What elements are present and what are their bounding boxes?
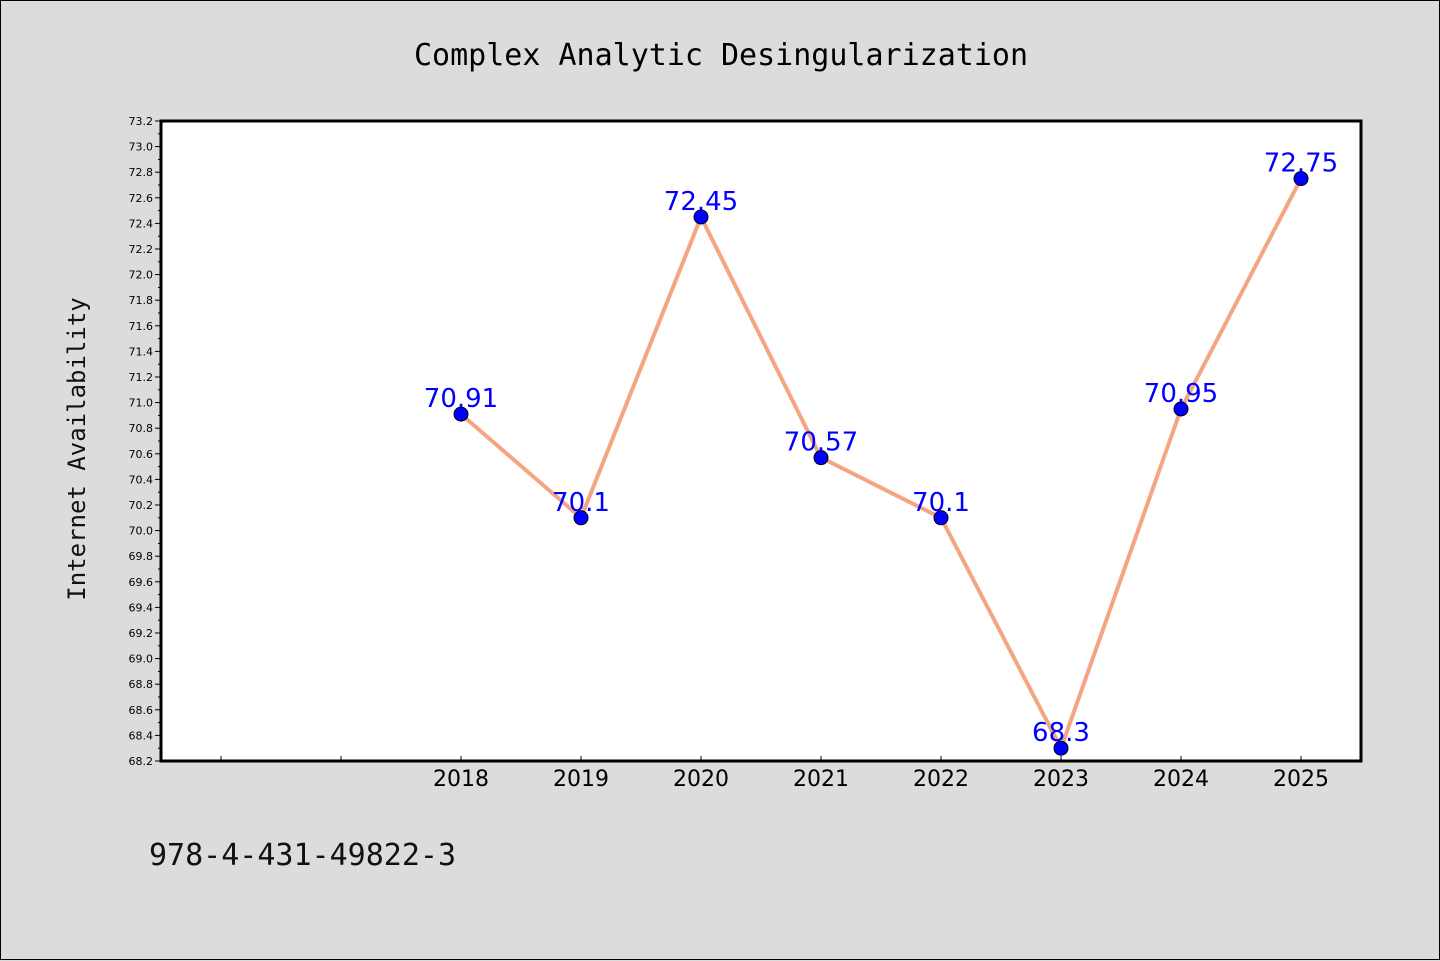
y-tick-label: 69.0 — [129, 653, 154, 666]
footer-isbn: 978-4-431-49822-3 — [149, 838, 456, 873]
x-tick-label: 2021 — [793, 767, 849, 792]
data-labels: 70.91 70.1 72.45 70.57 70.1 68.3 70.95 72.75 — [424, 149, 1338, 749]
y-axis-label: Internet Availability — [63, 297, 91, 600]
y-tick-label: 68.6 — [129, 704, 154, 717]
y-tick-label: 71.8 — [129, 294, 154, 307]
y-tick-label: 69.8 — [129, 550, 154, 563]
y-tick-label: 68.8 — [129, 678, 154, 691]
data-point — [813, 450, 829, 466]
data-point — [1293, 171, 1309, 187]
y-tick-label: 72.2 — [129, 243, 154, 256]
y-tick-label: 71.4 — [129, 345, 154, 358]
y-tick-label: 69.2 — [129, 627, 154, 640]
chart-title: Complex Analytic Desingularization — [414, 38, 1028, 73]
y-tick-label: 72.4 — [129, 217, 154, 230]
y-tick-label: 70.2 — [129, 499, 154, 512]
data-markers — [453, 171, 1309, 756]
data-label: 70.95 — [1144, 379, 1218, 409]
y-tick-label: 70.0 — [129, 525, 154, 538]
y-tick-label: 72.0 — [129, 269, 154, 282]
data-label: 70.57 — [784, 428, 858, 458]
x-tick-label: 2025 — [1273, 767, 1329, 792]
x-tick-label: 2024 — [1153, 767, 1209, 792]
data-point — [453, 406, 469, 422]
data-label: 70.1 — [912, 488, 970, 518]
y-axis-ticks: 68.2 68.4 68.6 68.8 69.0 69.2 69.4 69.6 69.8 70.0… — [129, 115, 161, 768]
data-point — [1053, 740, 1069, 756]
data-point — [933, 510, 949, 526]
y-tick-label: 69.6 — [129, 576, 154, 589]
x-tick-label: 2019 — [553, 767, 609, 792]
x-tick-label: 2022 — [913, 767, 969, 792]
data-point — [573, 510, 589, 526]
y-tick-label: 73.0 — [129, 141, 154, 154]
y-tick-label: 73.2 — [129, 115, 154, 128]
y-tick-label: 71.6 — [129, 320, 154, 333]
y-tick-label: 70.4 — [129, 473, 154, 486]
x-tick-label: 2020 — [673, 767, 729, 792]
data-label: 68.3 — [1032, 718, 1090, 748]
data-label: 70.1 — [552, 488, 610, 518]
y-tick-label: 69.4 — [129, 601, 154, 614]
data-label: 70.91 — [424, 384, 498, 414]
x-tick-label: 2018 — [433, 767, 489, 792]
y-tick-label: 71.0 — [129, 397, 154, 410]
data-point — [693, 209, 709, 225]
series-line-group — [459, 177, 1303, 751]
y-tick-label: 71.2 — [129, 371, 154, 384]
y-tick-label: 70.6 — [129, 448, 154, 461]
plot-border — [159, 119, 1363, 763]
y-tick-label: 72.8 — [129, 166, 154, 179]
series-line — [459, 177, 1303, 751]
y-tick-label: 68.4 — [129, 729, 154, 742]
data-label: 72.75 — [1264, 149, 1338, 179]
plot-area — [161, 121, 1361, 761]
x-axis-ticks: 2018 2019 2020 2021 2022 2023 2024 2025 — [220, 756, 1329, 792]
y-tick-label: 70.8 — [129, 422, 154, 435]
data-point — [1173, 401, 1189, 417]
data-label: 72.45 — [664, 187, 738, 217]
y-tick-label: 68.2 — [129, 755, 154, 768]
x-tick-label: 2023 — [1033, 767, 1089, 792]
y-tick-label: 72.6 — [129, 192, 154, 205]
